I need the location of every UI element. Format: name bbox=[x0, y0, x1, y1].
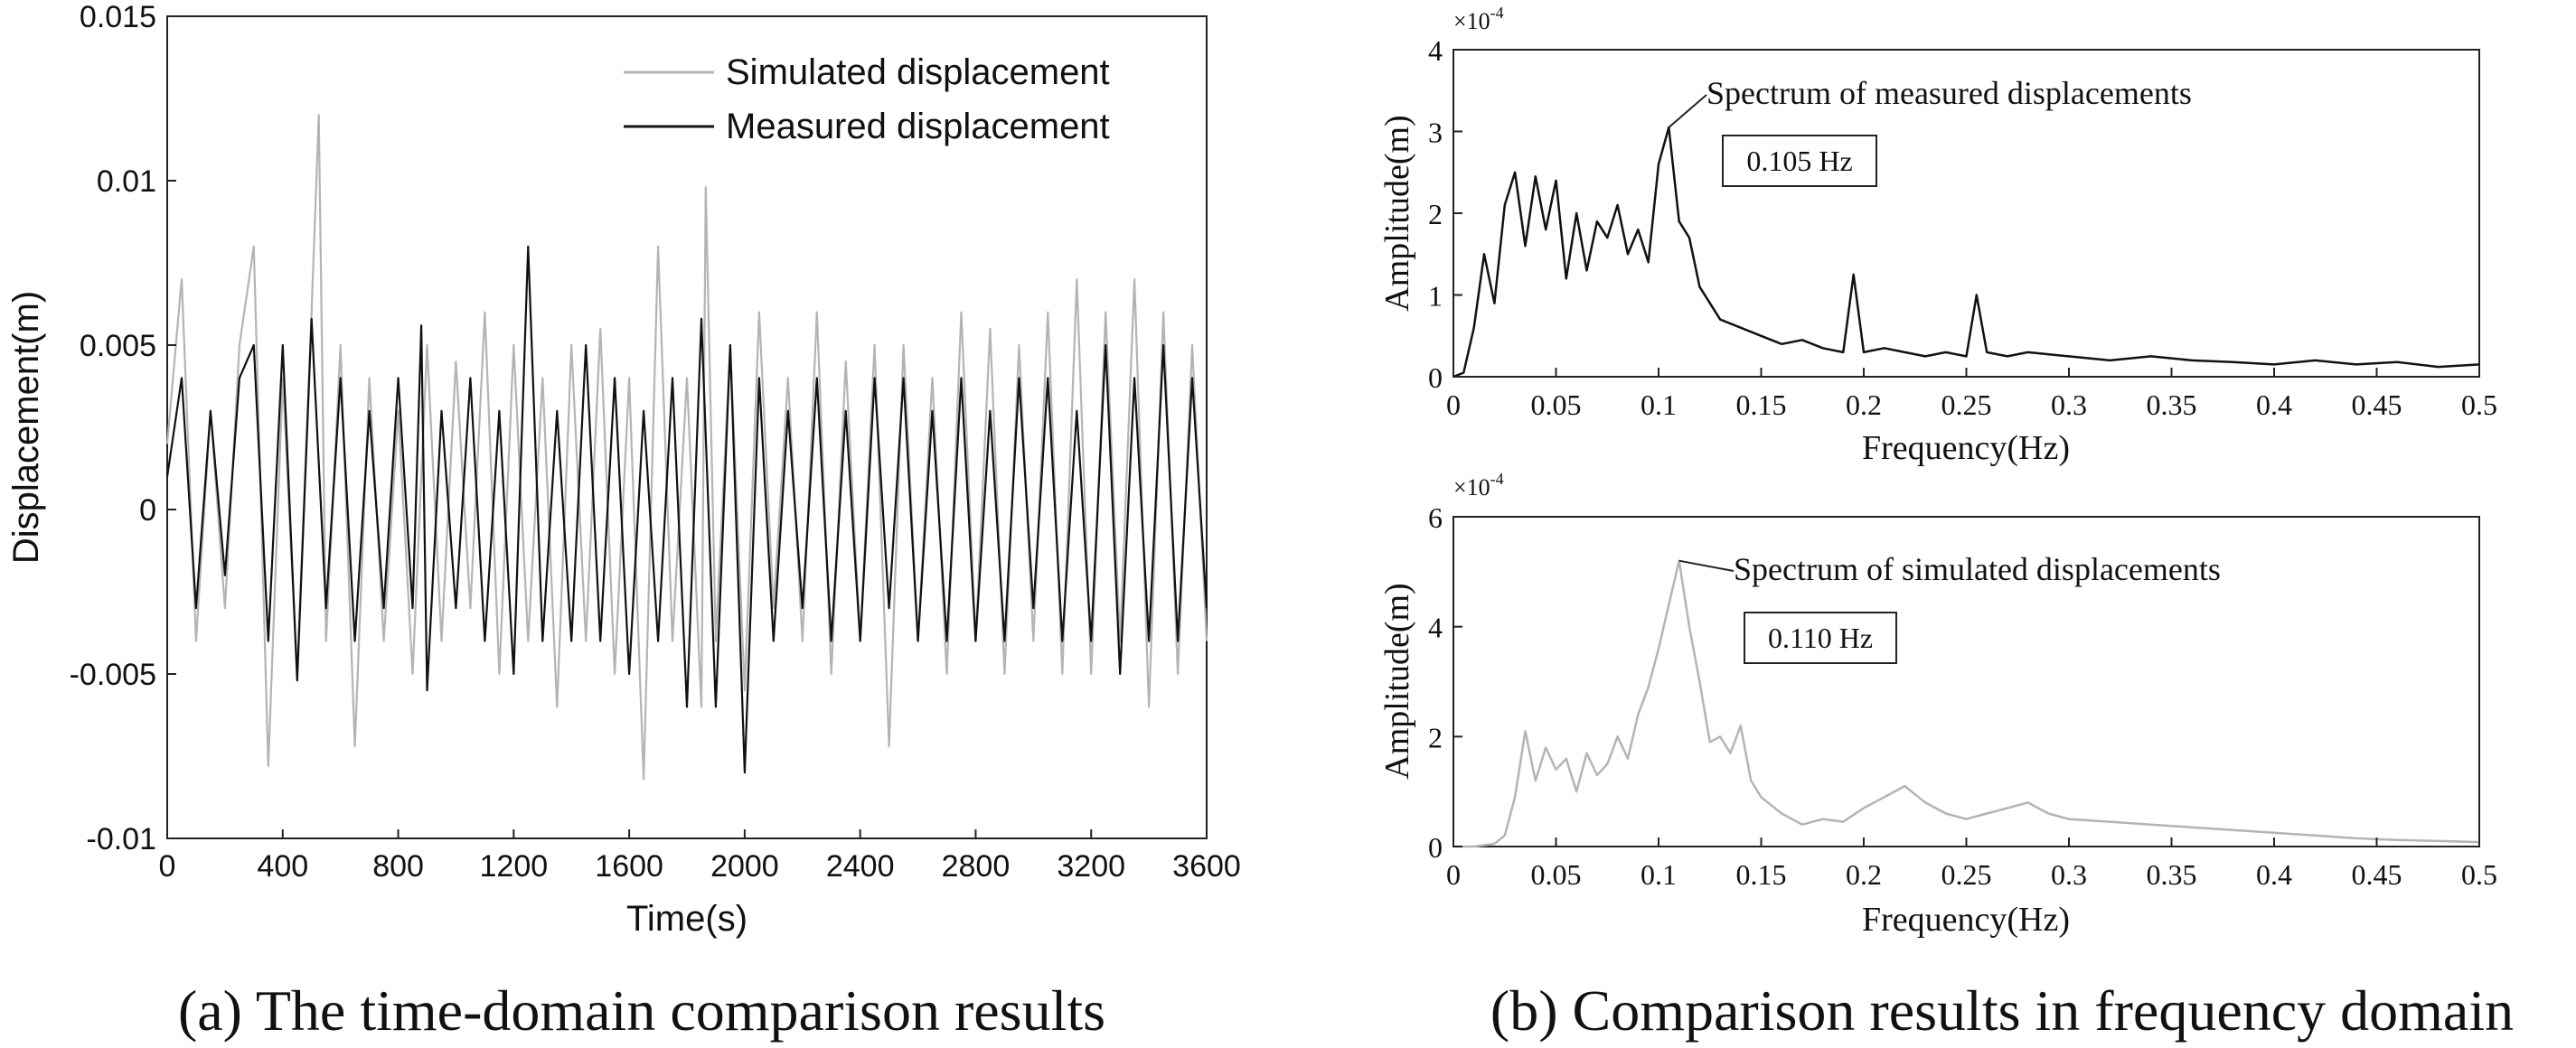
time-series-b-line bbox=[165, 245, 1208, 774]
time-xtick-label: 400 bbox=[257, 849, 308, 884]
simulated-spectrum-xtick-label: 0.25 bbox=[1941, 858, 1992, 891]
simulated-spectrum-xtick-label: 0.3 bbox=[2051, 858, 2087, 891]
time-ytick-label: -0.01 bbox=[87, 822, 157, 856]
simulated-spectrum-xlabel: Frequency(Hz) bbox=[1862, 901, 2070, 939]
time-ytick-label: 0.01 bbox=[97, 164, 156, 199]
simulated-spectrum-xtick-label: 0 bbox=[1446, 858, 1461, 891]
simulated-spectrum-xtick-label: 0.1 bbox=[1641, 858, 1677, 891]
time-xtick-label: 3200 bbox=[1057, 849, 1125, 884]
measured-spectrum-ytick-label: 2 bbox=[1428, 198, 1443, 230]
measured-spectrum-series-a-line bbox=[1453, 126, 2480, 379]
time-domain-xlabel: Time(s) bbox=[626, 899, 747, 939]
time-ytick-label: 0.005 bbox=[80, 329, 156, 363]
simulated-spectrum-ytick-label: 4 bbox=[1428, 612, 1443, 644]
measured-spectrum-ytick-label: 0 bbox=[1428, 361, 1443, 394]
simulated-spectrum-annotation: Spectrum of simulated displacements bbox=[1734, 551, 2221, 587]
measured-spectrum-scale-label: ×10-4 bbox=[1453, 4, 1504, 34]
simulated-spectrum-scale-label: ×10-4 bbox=[1453, 470, 1504, 501]
simulated-spectrum-xtick-label: 0.4 bbox=[2256, 858, 2292, 891]
measured-spectrum-ytick-label: 1 bbox=[1428, 280, 1443, 313]
measured-peak-label-box bbox=[1722, 135, 1877, 187]
simulated-spectrum-chart: 0 0.05 0.1 0.15 0.2 0.25 0.3 0.35 0.4 0.45 0.5 0 2 4 6… bbox=[1378, 470, 2497, 939]
legend-simulated-label: Simulated displacement bbox=[726, 52, 1110, 92]
time-xtick-label: 2400 bbox=[826, 849, 895, 884]
caption-a: (a) The time-domain comparison results bbox=[178, 978, 1105, 1043]
time-xtick-label: 2800 bbox=[942, 849, 1011, 884]
simulated-spectrum-series-a-line bbox=[1453, 559, 2480, 848]
measured-spectrum-xtick-label: 0.15 bbox=[1736, 388, 1787, 421]
legend-measured-label: Measured displacement bbox=[726, 107, 1110, 146]
time-xtick-label: 800 bbox=[372, 849, 424, 884]
simulated-peak-pointer bbox=[1678, 559, 1735, 572]
measured-spectrum-xtick-label: 0.1 bbox=[1641, 388, 1677, 421]
time-xtick-label: 1600 bbox=[595, 849, 663, 884]
time-xtick-label: 2000 bbox=[710, 849, 779, 884]
simulated-spectrum-ytick-label: 2 bbox=[1428, 721, 1443, 753]
measured-spectrum-xtick-label: 0.3 bbox=[2051, 388, 2087, 421]
time-ytick-label: 0.015 bbox=[80, 0, 156, 34]
time-domain-ylabel: Displacement(m) bbox=[6, 291, 46, 564]
simulated-spectrum-xtick-label: 0.2 bbox=[1846, 858, 1882, 891]
time-domain-chart: 0 400 800 1200 1600 2000 2400 2800 3200 3600 -0.01… bbox=[6, 0, 1241, 939]
measured-spectrum-xtick-label: 0 bbox=[1446, 388, 1461, 421]
simulated-spectrum-ytick-label: 6 bbox=[1428, 501, 1443, 534]
caption-b: (b) Comparison results in frequency doma… bbox=[1490, 978, 2514, 1043]
measured-peak-label: 0.105 Hz bbox=[1746, 145, 1852, 177]
measured-spectrum-ytick-label: 3 bbox=[1428, 117, 1443, 149]
measured-spectrum-xtick-label: 0.25 bbox=[1941, 388, 1992, 421]
time-domain-legend: Simulated displacement Measured displace… bbox=[624, 52, 1110, 146]
measured-spectrum-annotation: Spectrum of measured displacements bbox=[1706, 75, 2192, 111]
measured-spectrum-chart: 0 0.05 0.1 0.15 0.2 0.25 0.3 0.35 0.4 0.45 0.5 0 1 2 3… bbox=[1378, 4, 2497, 467]
simulated-spectrum-ytick-label: 0 bbox=[1428, 831, 1443, 864]
simulated-spectrum-xtick-label: 0.5 bbox=[2461, 858, 2497, 891]
simulated-spectrum-xtick-label: 0.45 bbox=[2352, 858, 2402, 891]
measured-spectrum-xtick-label: 0.4 bbox=[2256, 388, 2292, 421]
measured-spectrum-xtick-label: 0.35 bbox=[2147, 388, 2197, 421]
simulated-peak-label-box bbox=[1744, 612, 1897, 664]
simulated-spectrum-xtick-label: 0.35 bbox=[2147, 858, 2197, 891]
measured-spectrum-ylabel: Amplitude(m) bbox=[1378, 115, 1416, 311]
measured-spectrum-xlabel: Frequency(Hz) bbox=[1862, 429, 2070, 467]
time-domain-plot-frame bbox=[166, 15, 1208, 839]
simulated-spectrum-ylabel: Amplitude(m) bbox=[1378, 583, 1416, 779]
measured-spectrum-xtick-label: 0.5 bbox=[2461, 388, 2497, 421]
measured-spectrum-xtick-label: 0.45 bbox=[2352, 388, 2402, 421]
time-ytick-label: -0.005 bbox=[70, 658, 156, 692]
simulated-spectrum-xtick-label: 0.15 bbox=[1736, 858, 1787, 891]
time-ytick-label: 0 bbox=[139, 493, 156, 528]
time-xtick-label: 1200 bbox=[480, 849, 549, 884]
measured-spectrum-xtick-label: 0.05 bbox=[1531, 388, 1582, 421]
measured-spectrum-xtick-label: 0.2 bbox=[1846, 388, 1882, 421]
time-xtick-label: 0 bbox=[159, 849, 176, 884]
simulated-peak-label: 0.110 Hz bbox=[1768, 622, 1873, 654]
measured-peak-pointer bbox=[1668, 94, 1707, 128]
simulated-spectrum-xtick-label: 0.05 bbox=[1531, 858, 1582, 891]
time-xtick-label: 3600 bbox=[1172, 849, 1241, 884]
measured-spectrum-ytick-label: 4 bbox=[1428, 34, 1443, 67]
